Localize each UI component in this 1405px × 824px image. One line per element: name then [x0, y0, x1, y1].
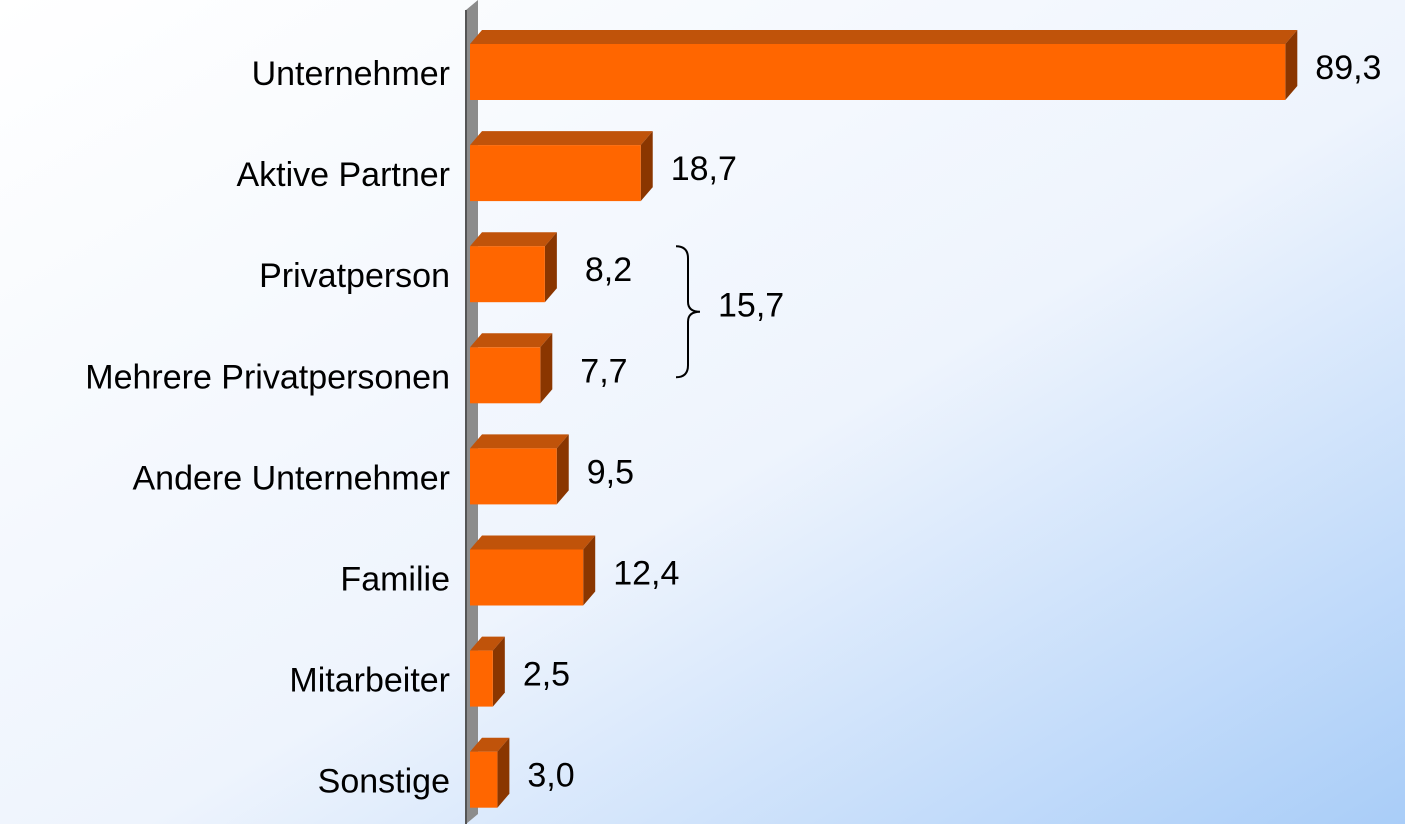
- bar-side: [544, 232, 557, 303]
- bar: [470, 448, 557, 505]
- bar-side: [540, 333, 553, 404]
- bar-top: [470, 636, 505, 651]
- annotation: 15,7: [718, 287, 784, 325]
- bar: [470, 145, 641, 202]
- bar: [470, 751, 498, 808]
- bar-top: [470, 131, 653, 146]
- category-label: Mehrere Privatpersonen: [85, 358, 450, 396]
- bar-top: [470, 232, 557, 247]
- value-label: 89,3: [1315, 49, 1381, 87]
- value-label: 7,7: [580, 352, 627, 390]
- value-label: 2,5: [523, 656, 570, 694]
- category-label: Aktive Partner: [236, 156, 450, 194]
- category-label: Mitarbeiter: [289, 662, 450, 700]
- bar-side: [640, 131, 653, 202]
- axis-wall: [466, 0, 478, 824]
- bar-top: [470, 535, 596, 550]
- category-label: Unternehmer: [252, 55, 450, 93]
- value-label: 8,2: [585, 251, 632, 289]
- bar: [470, 549, 584, 606]
- value-label: 3,0: [527, 757, 574, 795]
- bar-top: [470, 434, 569, 449]
- category-label: Familie: [340, 560, 450, 598]
- category-label: Privatperson: [259, 257, 450, 295]
- bar-side: [492, 636, 505, 707]
- bar: [470, 650, 493, 707]
- bar: [470, 347, 541, 404]
- bracket: [675, 245, 701, 379]
- bar-top: [470, 737, 510, 752]
- bar: [470, 246, 545, 303]
- bar: [470, 44, 1286, 100]
- bar-top: [470, 333, 553, 348]
- value-label: 9,5: [587, 453, 634, 491]
- value-label: 12,4: [613, 554, 679, 592]
- bar-side: [556, 434, 569, 505]
- value-label: 18,7: [671, 150, 737, 188]
- bar-top: [470, 30, 1298, 44]
- bar-side: [583, 535, 596, 606]
- category-label: Sonstige: [318, 763, 450, 801]
- bar-side: [497, 737, 510, 808]
- category-label: Andere Unternehmer: [132, 459, 450, 497]
- bar-side: [1285, 30, 1298, 100]
